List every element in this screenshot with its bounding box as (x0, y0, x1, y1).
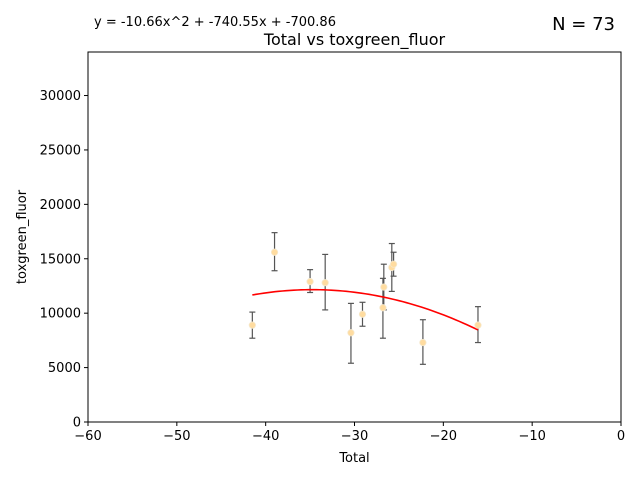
data-point (389, 260, 398, 268)
data-point (321, 279, 329, 287)
data-point (306, 278, 314, 286)
x-tick-label: −30 (341, 429, 368, 444)
n-label: N = 73 (552, 14, 615, 35)
data-point (379, 304, 387, 312)
x-tick-label: −50 (163, 429, 190, 444)
data-point (347, 329, 355, 337)
x-tick-label: −40 (252, 429, 279, 444)
y-tick-label: 5000 (48, 361, 81, 376)
y-tick-label: 10000 (40, 307, 81, 322)
y-tick-label: 30000 (40, 89, 81, 104)
x-tick-label: −10 (518, 429, 545, 444)
y-axis-label: toxgreen_fluor (15, 189, 30, 284)
data-point (358, 310, 367, 318)
data-point (419, 338, 427, 347)
x-axis-label: Total (338, 451, 369, 466)
plot-area: −60 −50 −40 −30 −20 −10 0 0 5000 10000 15000 20000 2… (40, 51, 625, 444)
data-point (380, 283, 388, 291)
fit-curve (252, 288, 479, 331)
equation-label: y = -10.66x^2 + -740.55x + -700.86 (94, 15, 336, 30)
y-tick-label: 25000 (40, 143, 81, 158)
y-tick-label: 0 (73, 416, 81, 431)
data-point (248, 321, 256, 329)
x-tick-label: −60 (74, 429, 101, 444)
x-tick-label: −20 (430, 429, 457, 444)
chart-title: Total vs toxgreen_fluor (263, 30, 446, 50)
y-tick-label: 20000 (40, 198, 81, 213)
axes-frame (87, 51, 622, 423)
x-tick-label: 0 (617, 429, 625, 444)
data-point (474, 321, 482, 329)
y-tick-label: 15000 (40, 252, 81, 267)
data-point (270, 248, 279, 256)
